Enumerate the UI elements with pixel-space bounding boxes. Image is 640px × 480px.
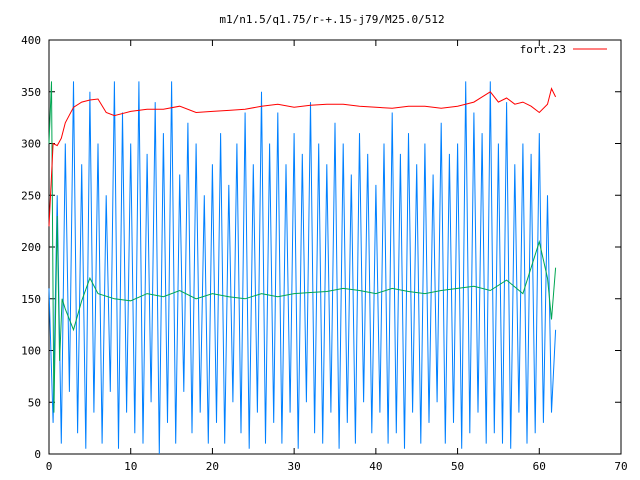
x-tick-label: 70: [614, 460, 627, 473]
y-tick-label: 100: [21, 345, 41, 358]
x-tick-label: 0: [46, 460, 53, 473]
legend: fort.23: [520, 43, 607, 56]
y-tick-label: 350: [21, 86, 41, 99]
plot-area: [48, 81, 557, 455]
series-line-2: [48, 81, 557, 455]
series-line-1: [48, 81, 557, 413]
y-tick-label: 150: [21, 293, 41, 306]
axis-ticks: 0 10 20 30 40 50 60 70 0 50 100 150 200 250 300 350 400: [21, 34, 628, 473]
y-tick-label: 50: [28, 396, 41, 409]
chart-title: m1/n1.5/q1.75/r-+.15-j79/M25.0/512: [219, 13, 444, 26]
legend-label: fort.23: [520, 43, 566, 56]
x-tick-label: 40: [369, 460, 382, 473]
y-tick-label: 200: [21, 241, 41, 254]
y-tick-label: 300: [21, 138, 41, 151]
y-tick-label: 0: [34, 448, 41, 461]
x-tick-label: 30: [288, 460, 301, 473]
x-tick-label: 10: [124, 460, 137, 473]
series-line-0: [48, 87, 557, 227]
y-tick-label: 400: [21, 34, 41, 47]
x-tick-label: 50: [451, 460, 464, 473]
x-tick-label: 20: [206, 460, 219, 473]
y-tick-label: 250: [21, 189, 41, 202]
x-tick-label: 60: [533, 460, 546, 473]
